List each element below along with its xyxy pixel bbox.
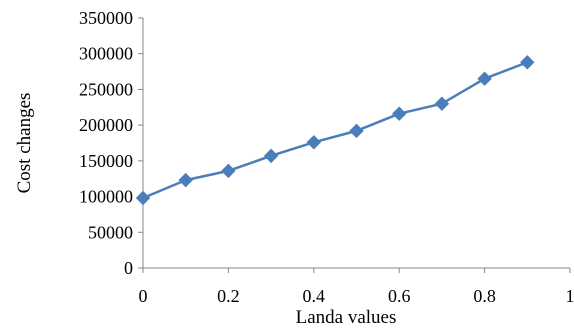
data-point <box>265 149 278 162</box>
data-point <box>521 56 534 69</box>
y-tick-label: 150000 <box>79 151 133 171</box>
data-point <box>478 72 491 85</box>
data-point <box>393 107 406 120</box>
x-axis-ticks: 0 0.2 0.4 0.6 0.8 1 <box>139 268 574 306</box>
axes <box>143 18 570 268</box>
y-axis-label: Cost changes <box>14 93 35 194</box>
x-tick-label: 1 <box>566 286 574 306</box>
series-line <box>143 62 527 198</box>
y-tick-label: 350000 <box>79 8 133 28</box>
y-tick-label: 100000 <box>79 187 133 207</box>
x-tick-label: 0.2 <box>217 286 240 306</box>
data-point <box>137 192 150 205</box>
data-point <box>222 164 235 177</box>
x-tick-label: 0.4 <box>303 286 326 306</box>
y-tick-label: 250000 <box>79 79 133 99</box>
y-tick-label: 300000 <box>79 44 133 64</box>
y-axis-ticks: 0 50000 100000 150000 200000 250000 300000 3500… <box>79 8 143 278</box>
data-point <box>435 97 448 110</box>
x-tick-label: 0.6 <box>388 286 411 306</box>
x-axis-label: Landa values <box>296 307 397 328</box>
data-point <box>350 124 363 137</box>
x-tick-label: 0.8 <box>473 286 496 306</box>
x-tick-label: 0 <box>139 286 148 306</box>
y-tick-label: 200000 <box>79 115 133 135</box>
y-tick-label: 50000 <box>88 222 133 242</box>
y-tick-label: 0 <box>124 258 133 278</box>
data-point <box>307 136 320 149</box>
data-point <box>179 174 192 187</box>
series-layer <box>137 56 534 205</box>
